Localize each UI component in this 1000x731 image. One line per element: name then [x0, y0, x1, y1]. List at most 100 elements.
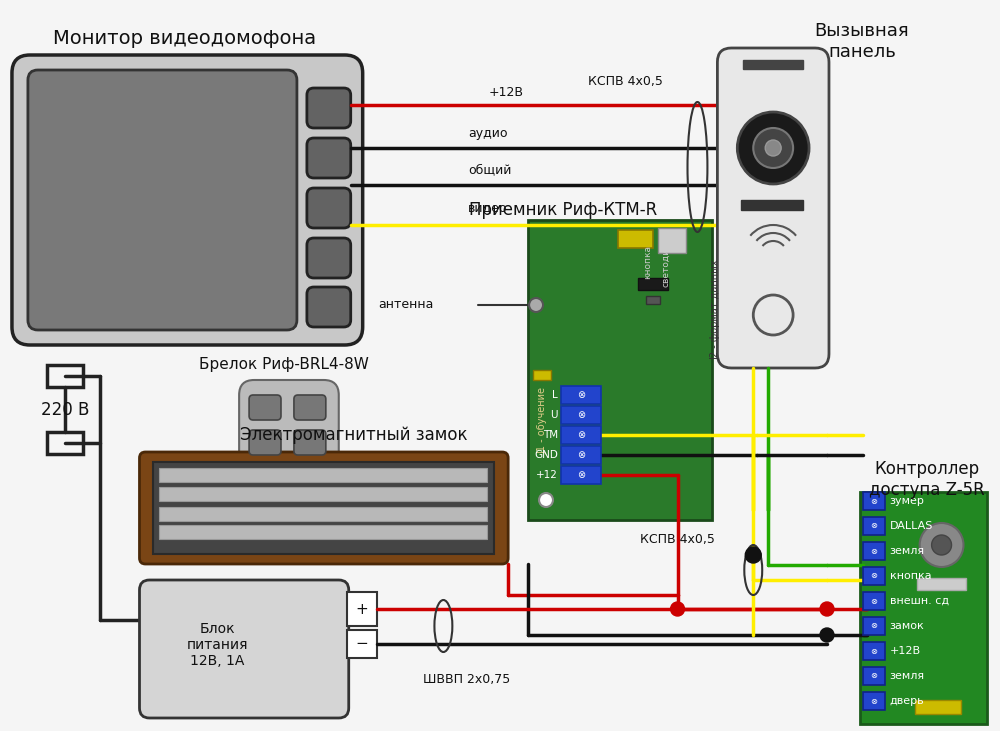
- Circle shape: [745, 547, 761, 563]
- Bar: [658, 228, 686, 253]
- Text: −: −: [355, 637, 368, 651]
- Bar: [863, 692, 885, 710]
- Bar: [153, 462, 494, 554]
- FancyBboxPatch shape: [139, 452, 508, 564]
- Bar: [159, 525, 487, 539]
- Text: ⊗: ⊗: [577, 470, 585, 480]
- Text: J2 - формат данных: J2 - формат данных: [710, 260, 720, 360]
- Bar: [917, 578, 966, 590]
- Text: ⊗: ⊗: [870, 672, 877, 681]
- Bar: [741, 200, 803, 210]
- Bar: [860, 492, 987, 724]
- Bar: [533, 370, 551, 380]
- Bar: [863, 517, 885, 535]
- Text: общий: общий: [468, 164, 512, 176]
- Bar: [863, 542, 885, 560]
- Bar: [863, 592, 885, 610]
- Text: ⊗: ⊗: [577, 390, 585, 400]
- Circle shape: [539, 493, 553, 507]
- Text: ⊗: ⊗: [870, 621, 877, 631]
- Bar: [618, 230, 653, 248]
- Text: видео: видео: [468, 202, 508, 214]
- Text: ⊗: ⊗: [870, 596, 877, 605]
- Text: ⊗: ⊗: [870, 646, 877, 656]
- Bar: [159, 468, 487, 482]
- Bar: [159, 487, 487, 501]
- Circle shape: [820, 602, 834, 616]
- Text: L: L: [552, 390, 558, 400]
- Text: TM: TM: [543, 430, 558, 440]
- Text: Монитор видеодомофона: Монитор видеодомофона: [53, 29, 316, 48]
- Bar: [347, 592, 377, 626]
- Bar: [743, 60, 803, 69]
- Bar: [47, 432, 83, 454]
- Bar: [561, 466, 601, 484]
- FancyBboxPatch shape: [139, 580, 349, 718]
- Bar: [638, 278, 668, 290]
- FancyBboxPatch shape: [307, 238, 351, 278]
- Text: замок: замок: [890, 621, 925, 631]
- Bar: [561, 426, 601, 444]
- Bar: [47, 365, 83, 387]
- Text: внешн. сд: внешн. сд: [890, 596, 949, 606]
- Text: ⊗: ⊗: [870, 697, 877, 705]
- Text: антенна: антенна: [378, 298, 433, 311]
- Text: DALLAS: DALLAS: [890, 521, 933, 531]
- Text: Приемник Риф-КТМ-R: Приемник Риф-КТМ-R: [469, 201, 657, 219]
- Text: ⊗: ⊗: [870, 547, 877, 556]
- FancyBboxPatch shape: [307, 88, 351, 128]
- Text: +: +: [355, 602, 368, 616]
- Text: Брелок Риф-BRL4-8W: Брелок Риф-BRL4-8W: [199, 357, 369, 373]
- FancyBboxPatch shape: [249, 430, 281, 455]
- Text: +12В: +12В: [488, 86, 523, 99]
- Circle shape: [820, 628, 834, 642]
- Circle shape: [671, 602, 685, 616]
- Text: зумер: зумер: [890, 496, 925, 506]
- FancyBboxPatch shape: [307, 138, 351, 178]
- Bar: [863, 642, 885, 660]
- Text: J1 - обучение: J1 - обучение: [537, 387, 547, 453]
- Circle shape: [737, 112, 809, 184]
- Text: ⊗: ⊗: [870, 521, 877, 531]
- Bar: [863, 667, 885, 685]
- Text: кнопка: кнопка: [643, 245, 652, 279]
- Text: дверь: дверь: [890, 696, 924, 706]
- Text: 220 В: 220 В: [41, 401, 89, 419]
- Bar: [863, 492, 885, 510]
- FancyBboxPatch shape: [717, 48, 829, 368]
- FancyBboxPatch shape: [12, 55, 363, 345]
- Circle shape: [765, 140, 781, 156]
- Bar: [863, 617, 885, 635]
- FancyBboxPatch shape: [294, 395, 326, 420]
- Circle shape: [753, 128, 793, 168]
- Bar: [528, 220, 712, 520]
- FancyBboxPatch shape: [28, 70, 297, 330]
- Text: Блок
питания
12В, 1А: Блок питания 12В, 1А: [186, 622, 248, 668]
- Text: GND: GND: [534, 450, 558, 460]
- Text: ⊗: ⊗: [577, 430, 585, 440]
- Text: Вызывная
панель: Вызывная панель: [815, 22, 909, 61]
- Circle shape: [529, 298, 543, 312]
- Circle shape: [932, 535, 952, 555]
- Text: земля: земля: [890, 546, 925, 556]
- Text: ⊗: ⊗: [577, 450, 585, 460]
- Text: ⊗: ⊗: [577, 410, 585, 420]
- Text: Контроллер
доступа Z-5R: Контроллер доступа Z-5R: [869, 460, 985, 499]
- Text: +12: +12: [536, 470, 558, 480]
- Text: земля: земля: [890, 671, 925, 681]
- Bar: [646, 296, 660, 304]
- Text: Электромагнитный замок: Электромагнитный замок: [240, 426, 467, 444]
- Bar: [863, 567, 885, 585]
- Bar: [347, 630, 377, 658]
- FancyBboxPatch shape: [307, 188, 351, 228]
- Text: светодиод: светодиод: [661, 237, 670, 287]
- Text: +12В: +12В: [890, 646, 921, 656]
- Text: ⊗: ⊗: [870, 572, 877, 580]
- FancyBboxPatch shape: [307, 287, 351, 327]
- Text: КСПВ 4х0,5: КСПВ 4х0,5: [588, 75, 663, 88]
- Text: кнопка: кнопка: [890, 571, 931, 581]
- Circle shape: [920, 523, 963, 567]
- Bar: [561, 406, 601, 424]
- Bar: [915, 700, 961, 714]
- Bar: [561, 446, 601, 464]
